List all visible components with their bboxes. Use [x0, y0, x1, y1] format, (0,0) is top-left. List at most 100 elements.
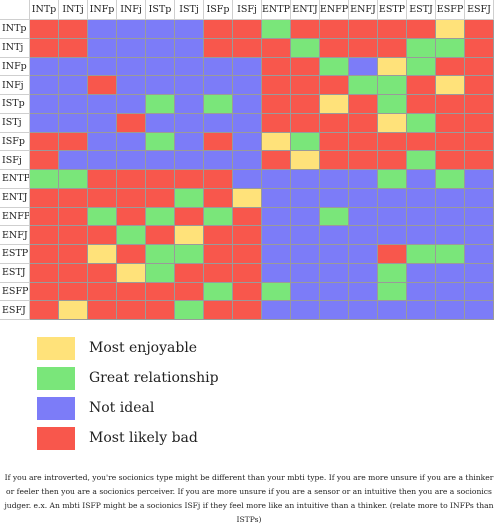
- grid-cell: [146, 188, 175, 208]
- grid-cell: [378, 282, 407, 302]
- grid-cell: [175, 263, 204, 283]
- grid-cell: [436, 170, 465, 189]
- grid-cell: [117, 20, 146, 39]
- grid-cell: [30, 207, 59, 227]
- grid-cell: [117, 170, 146, 189]
- grid-cell: [262, 38, 291, 58]
- grid-cell: [465, 151, 494, 170]
- grid-cell: [59, 245, 88, 264]
- row-header: ENTP: [0, 170, 30, 189]
- grid-cell: [291, 57, 320, 77]
- grid-cell: [30, 170, 59, 189]
- column-header: ISFp: [204, 0, 233, 20]
- grid-cell: [117, 57, 146, 77]
- grid-cell: [262, 20, 291, 39]
- grid-cell: [262, 301, 291, 320]
- grid-cell: [465, 38, 494, 58]
- grid-cell: [291, 245, 320, 264]
- grid-cell: [59, 132, 88, 152]
- grid-cell: [291, 282, 320, 302]
- grid-cell: [407, 226, 436, 245]
- grid-cell: [117, 95, 146, 114]
- grid-cell: [378, 20, 407, 39]
- grid-cell: [88, 95, 117, 114]
- row-header: ENFJ: [0, 226, 30, 245]
- grid-cell: [291, 263, 320, 283]
- grid-cell: [320, 95, 349, 114]
- grid-cell: [175, 245, 204, 264]
- grid-cell: [378, 226, 407, 245]
- row-header: ENFP: [0, 207, 30, 227]
- grid-cell: [59, 188, 88, 208]
- grid-cell: [465, 20, 494, 39]
- grid-cell: [88, 57, 117, 77]
- legend-label: Most enjoyable: [89, 340, 198, 356]
- grid-cell: [59, 301, 88, 320]
- grid-cell: [30, 76, 59, 95]
- grid-cell: [59, 57, 88, 77]
- legend-item: Not ideal: [37, 393, 219, 423]
- grid-cell: [436, 301, 465, 320]
- grid-cell: [88, 282, 117, 302]
- column-header: ENTJ: [291, 0, 320, 20]
- grid-cell: [436, 57, 465, 77]
- grid-cell: [291, 38, 320, 58]
- grid-cell: [407, 263, 436, 283]
- column-header: INFp: [88, 0, 117, 20]
- grid-cell: [320, 113, 349, 133]
- grid-cell: [59, 151, 88, 170]
- grid-cell: [407, 207, 436, 227]
- grid-cell: [117, 113, 146, 133]
- grid-cell: [378, 188, 407, 208]
- grid-cell: [320, 263, 349, 283]
- grid-cell: [175, 151, 204, 170]
- grid-cell: [320, 207, 349, 227]
- grid-cell: [407, 170, 436, 189]
- grid-cell: [320, 132, 349, 152]
- grid-cell: [204, 170, 233, 189]
- grid-cell: [88, 151, 117, 170]
- grid-cell: [465, 188, 494, 208]
- grid-cell: [291, 95, 320, 114]
- grid-cell: [349, 245, 378, 264]
- grid-cell: [262, 95, 291, 114]
- grid-cell: [88, 132, 117, 152]
- grid-cell: [436, 151, 465, 170]
- grid-cell: [146, 113, 175, 133]
- grid-cell: [233, 57, 262, 77]
- grid-cell: [378, 95, 407, 114]
- grid-cell: [291, 132, 320, 152]
- grid-cell: [436, 282, 465, 302]
- grid-cell: [320, 20, 349, 39]
- grid-cell: [30, 95, 59, 114]
- grid-cell: [146, 301, 175, 320]
- grid-cell: [320, 188, 349, 208]
- grid-cell: [88, 207, 117, 227]
- grid-cell: [465, 113, 494, 133]
- grid-cell: [146, 151, 175, 170]
- grid-cell: [349, 263, 378, 283]
- grid-cell: [175, 188, 204, 208]
- grid-cell: [349, 170, 378, 189]
- legend-label: Most likely bad: [89, 430, 198, 446]
- grid-cell: [320, 151, 349, 170]
- row-header: ISFj: [0, 151, 30, 170]
- grid-cell: [204, 38, 233, 58]
- grid-cell: [407, 282, 436, 302]
- grid-cell: [349, 76, 378, 95]
- grid-cell: [349, 282, 378, 302]
- grid-cell: [320, 57, 349, 77]
- grid-cell: [233, 170, 262, 189]
- grid-cell: [146, 207, 175, 227]
- grid-cell: [88, 226, 117, 245]
- grid-cell: [262, 245, 291, 264]
- grid-cell: [30, 263, 59, 283]
- grid-cell: [117, 207, 146, 227]
- grid-cell: [146, 57, 175, 77]
- grid-cell: [291, 170, 320, 189]
- grid-cell: [175, 38, 204, 58]
- grid-cell: [320, 170, 349, 189]
- grid-cell: [378, 245, 407, 264]
- grid-cell: [117, 151, 146, 170]
- grid-cell: [117, 76, 146, 95]
